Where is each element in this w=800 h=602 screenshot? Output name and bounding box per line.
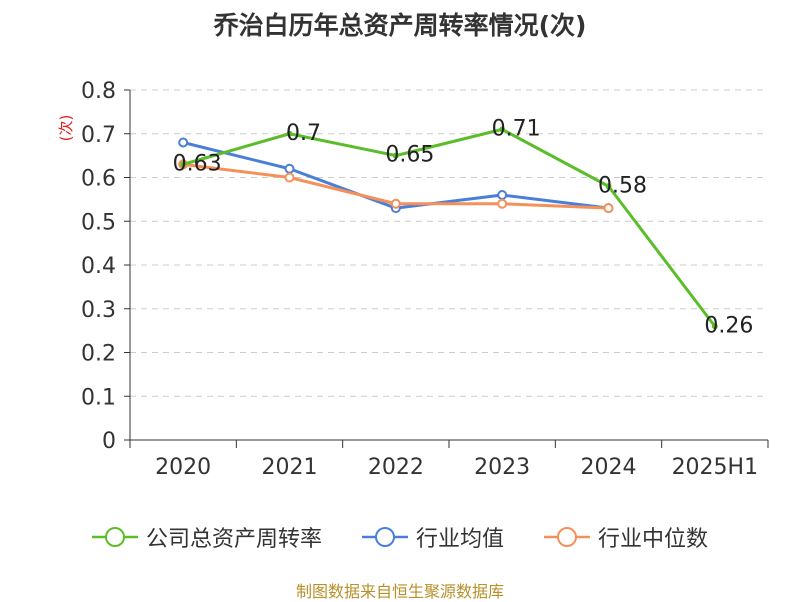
legend-item[interactable]: 公司总资产周转率 [91, 521, 322, 553]
series-layer [178, 126, 718, 330]
y-tick-label: 0.1 [81, 385, 116, 410]
x-tick-label: 2024 [581, 455, 637, 480]
data-label: 0.63 [173, 151, 222, 176]
axes: 0 0.1 0.2 0.3 0.4 0.5 0.6 0.7 0.8 2020 2021 2022 202… [57, 79, 769, 480]
series-0 [180, 126, 718, 330]
legend-swatch-icon [91, 527, 138, 547]
legend-swatch-icon [544, 527, 590, 547]
y-axis-label: (次) [57, 115, 75, 142]
data-point [497, 190, 508, 200]
y-tick-label: 0.4 [81, 254, 116, 279]
legend-item[interactable]: 行业均值 [361, 521, 504, 553]
data-point [711, 323, 718, 330]
data-point [603, 203, 614, 214]
data-point [499, 126, 506, 133]
legend-item[interactable]: 行业中位数 [544, 521, 708, 553]
data-labels: 0.63 0.7 0.65 0.71 0.58 0.26 [173, 116, 754, 338]
y-tick-label: 0 [102, 429, 116, 454]
grid-lines [130, 89, 768, 397]
chart-title: 乔治白历年总资产周转率情况(次) [213, 11, 587, 40]
data-point [605, 183, 612, 190]
data-label: 0.26 [704, 313, 753, 338]
data-point [284, 172, 295, 183]
x-tick-label: 2025H1 [672, 455, 759, 480]
legend-swatch-circle [557, 527, 577, 547]
legend-swatch-circle [374, 527, 395, 547]
y-tick-label: 0.8 [81, 79, 116, 104]
x-tick-label: 2022 [368, 455, 424, 480]
legend: 公司总资产周转率 行业均值 行业中位数 [0, 518, 800, 556]
data-label: 0.7 [286, 121, 321, 146]
legend-label: 公司总资产周转率 [145, 527, 322, 552]
data-label: 0.65 [385, 143, 434, 168]
y-tick-label: 0.5 [81, 210, 116, 235]
data-point [284, 163, 295, 174]
data-label: 0.71 [492, 116, 541, 141]
legend-label: 行业中位数 [598, 527, 709, 552]
y-tick-label: 0.2 [81, 342, 116, 367]
legend-swatch-icon [361, 527, 408, 547]
series-line [182, 127, 717, 328]
data-point [180, 161, 187, 168]
series-2 [178, 159, 614, 214]
data-point [178, 137, 189, 148]
y-tick-label: 0.7 [81, 123, 116, 148]
x-tick-label: 2020 [155, 455, 211, 480]
data-point [392, 152, 399, 159]
source-note: 制图数据来自恒生聚源数据库 [295, 582, 504, 601]
data-point [286, 130, 293, 137]
y-tick-label: 0.3 [81, 298, 116, 323]
y-tick-label: 0.6 [81, 167, 116, 192]
legend-label: 行业均值 [415, 527, 504, 552]
data-point [390, 198, 401, 209]
legend-swatch-circle [104, 527, 125, 547]
x-tick-label: 2023 [474, 455, 530, 480]
data-label: 0.58 [598, 173, 647, 198]
x-tick-label: 2021 [262, 455, 318, 480]
data-point [497, 198, 508, 209]
